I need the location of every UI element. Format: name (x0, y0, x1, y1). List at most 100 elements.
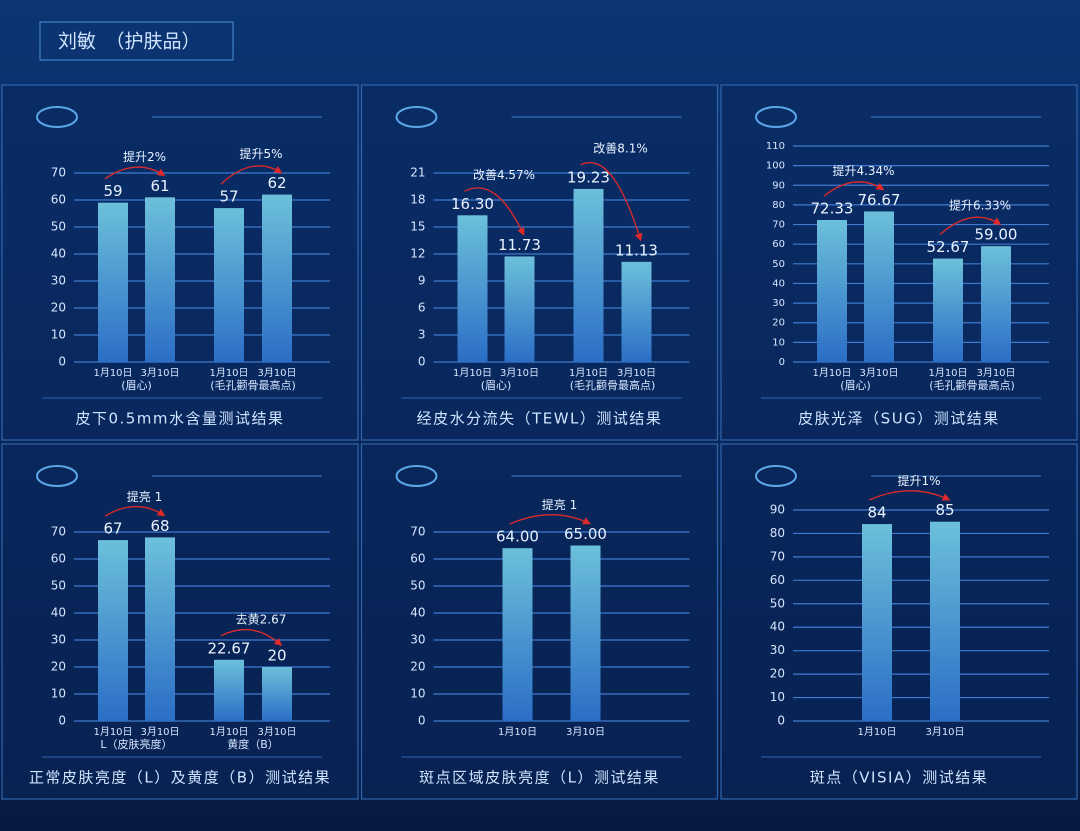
value-label: 64.00 (496, 528, 539, 546)
y-tick-label: 90 (772, 180, 785, 191)
x-tick-label: 1月10日 (498, 726, 537, 738)
bar (817, 219, 847, 362)
annotation-arrow (868, 490, 951, 501)
value-label: 76.67 (858, 191, 901, 209)
annotation: 提升6.33% (949, 198, 1011, 213)
y-tick-label: 50 (770, 596, 785, 610)
y-tick-label: 70 (770, 549, 785, 563)
y-tick-label: 0 (58, 714, 66, 728)
bar (502, 548, 533, 721)
bar (504, 256, 535, 362)
y-tick-label: 10 (770, 690, 785, 704)
bar (457, 215, 488, 362)
y-tick-label: 70 (51, 166, 66, 180)
x-tick-label: 3月10日 (257, 367, 296, 379)
annotation: 提升2% (123, 149, 166, 164)
bar (214, 208, 244, 362)
y-tick-label: 50 (772, 259, 785, 270)
annotation: 提亮 1 (127, 489, 162, 504)
value-label: 57 (219, 188, 238, 206)
y-tick-label: 20 (51, 301, 66, 315)
x-tick-label: 3月10日 (500, 367, 539, 379)
y-tick-label: 60 (410, 552, 425, 566)
y-tick-label: 40 (770, 620, 785, 634)
value-label: 65.00 (564, 525, 607, 543)
value-label: 16.30 (451, 195, 494, 213)
value-label: 67 (103, 520, 122, 538)
y-tick-label: 18 (410, 193, 425, 207)
annotation-arrow (220, 629, 283, 647)
chart-title: 斑点区域皮肤亮度（L）测试结果 (419, 769, 660, 787)
chart-title: 经皮水分流失（TEWL）测试结果 (417, 410, 663, 428)
bar (981, 246, 1011, 362)
x-tick-label: 3月10日 (140, 726, 179, 738)
x-tick-label: 1月10日 (209, 726, 248, 738)
annotation: 改善4.57% (473, 167, 535, 182)
y-tick-label: 0 (777, 714, 785, 728)
bar (145, 537, 175, 721)
annotation: 提升1% (897, 473, 940, 488)
y-tick-label: 20 (770, 667, 785, 681)
panel (1, 443, 359, 800)
y-tick-label: 80 (772, 200, 785, 211)
annotation-arrow (823, 181, 885, 197)
x-tick-label: 1月10日 (93, 726, 132, 738)
panel-icon (755, 106, 797, 128)
value-label: 52.67 (927, 238, 970, 256)
annotation: 改善8.1% (593, 140, 648, 155)
y-tick-label: 30 (51, 274, 66, 288)
y-tick-label: 40 (410, 606, 425, 620)
group-label: L（皮肤亮度） (100, 737, 172, 751)
value-label: 61 (150, 177, 169, 195)
y-tick-label: 60 (51, 193, 66, 207)
y-tick-label: 0 (418, 355, 426, 369)
value-label: 11.13 (615, 241, 658, 259)
y-tick-label: 30 (51, 633, 66, 647)
bar (570, 545, 601, 721)
chart-title: 皮下0.5mm水含量测试结果 (75, 410, 284, 428)
y-tick-label: 0 (418, 714, 426, 728)
panel-icon (36, 465, 78, 487)
y-tick-label: 30 (410, 633, 425, 647)
y-tick-label: 10 (51, 687, 66, 701)
annotation-arrow (939, 216, 1002, 236)
group-label: (毛孔颧骨最高点) (210, 378, 296, 392)
x-tick-label: 1月10日 (209, 367, 248, 379)
annotation: 去黄2.67 (236, 612, 287, 626)
y-tick-label: 10 (772, 337, 785, 348)
bar (864, 211, 894, 362)
annotation-arrow (104, 505, 166, 517)
chart-title: 皮肤光泽（SUG）测试结果 (798, 410, 1000, 428)
x-tick-label: 3月10日 (617, 367, 656, 379)
value-label: 11.73 (498, 236, 541, 254)
panel (720, 84, 1078, 441)
header-box (39, 21, 234, 61)
y-tick-label: 70 (772, 220, 785, 231)
annotation-arrow (220, 165, 283, 185)
y-tick-label: 40 (51, 247, 66, 261)
y-tick-label: 70 (410, 525, 425, 539)
panel-icon (395, 106, 438, 128)
annotation-arrow (464, 187, 525, 236)
bar (933, 258, 963, 362)
y-tick-label: 0 (58, 355, 66, 369)
group-label: (眉心) (121, 379, 152, 392)
x-tick-label: 3月10日 (925, 726, 964, 738)
y-tick-label: 20 (772, 318, 785, 329)
x-tick-label: 3月10日 (140, 367, 179, 379)
y-tick-label: 50 (51, 220, 66, 234)
y-tick-label: 20 (51, 660, 66, 674)
y-tick-label: 50 (410, 579, 425, 593)
y-tick-label: 10 (51, 328, 66, 342)
x-tick-label: 1月10日 (453, 367, 492, 379)
x-tick-label: 3月10日 (976, 367, 1015, 379)
y-tick-label: 21 (410, 166, 425, 180)
x-tick-label: 1月10日 (569, 367, 608, 379)
value-label: 84 (867, 504, 886, 522)
x-tick-label: 1月10日 (93, 367, 132, 379)
group-label: (毛孔颧骨最高点) (929, 378, 1015, 392)
panel (720, 443, 1078, 800)
x-tick-label: 1月10日 (928, 367, 967, 379)
